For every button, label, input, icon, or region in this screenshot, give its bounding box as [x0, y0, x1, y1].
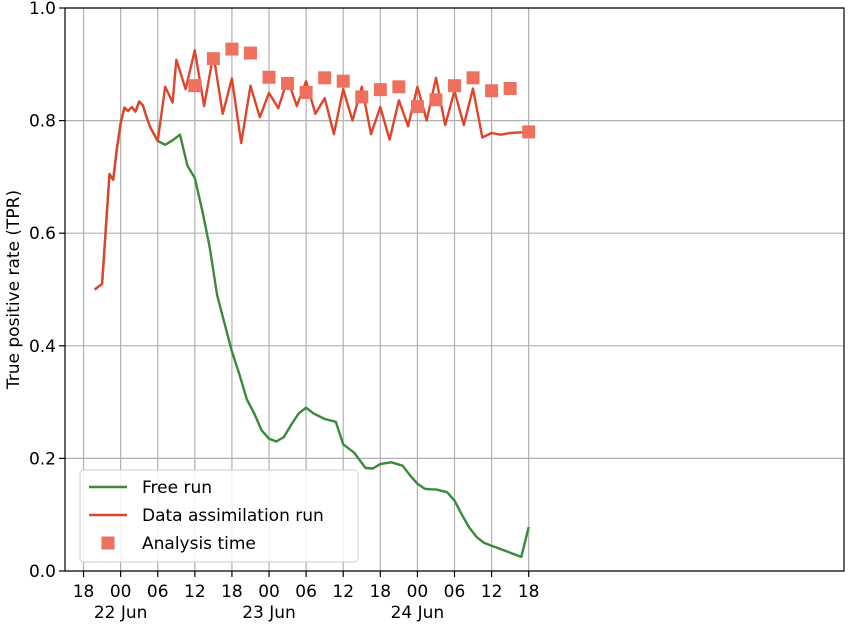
analysis-time-marker: [503, 82, 517, 96]
x-tick-label: 12: [332, 582, 354, 602]
analysis-time-marker: [392, 80, 406, 94]
analysis-time-marker: [206, 52, 220, 66]
analysis-time-marker: [299, 85, 313, 99]
x-tick-label: 06: [147, 582, 169, 602]
x-tick-label: 06: [295, 582, 317, 602]
legend-swatch-analysis-time: [101, 536, 115, 550]
y-tick-label: 1.0: [29, 0, 56, 19]
y-tick-label: 0.2: [29, 449, 56, 469]
analysis-time-marker: [336, 74, 350, 88]
analysis-time-marker: [225, 42, 239, 56]
y-axis-title: True positive rate (TPR): [4, 190, 24, 390]
x-tick-label: 12: [481, 582, 503, 602]
analysis-time-marker: [410, 100, 424, 114]
analysis-time-marker: [243, 46, 257, 60]
analysis-time-marker: [281, 76, 295, 90]
x-date-label: 23 Jun: [242, 603, 296, 623]
analysis-time-marker: [522, 125, 536, 139]
x-date-label: 24 Jun: [391, 603, 445, 623]
y-tick-label: 0.4: [29, 337, 56, 357]
analysis-time-marker: [485, 84, 499, 98]
analysis-time-marker: [318, 71, 332, 85]
x-tick-label: 18: [518, 582, 540, 602]
analysis-time-marker: [262, 70, 276, 84]
legend-box: [79, 469, 359, 563]
x-date-label: 22 Jun: [94, 603, 148, 623]
x-tick-label: 00: [110, 582, 132, 602]
x-tick-label: 00: [258, 582, 280, 602]
analysis-time-marker: [355, 90, 369, 104]
y-tick-label: 0.0: [29, 562, 56, 582]
x-tick-label: 18: [73, 582, 95, 602]
analysis-time-marker: [429, 93, 443, 107]
y-tick-label: 0.8: [29, 112, 56, 132]
data-assimilation-run-line: [93, 49, 529, 291]
legend: Free run Data assimilation run Analysis ti…: [79, 469, 359, 563]
analysis-time-marker: [188, 79, 202, 93]
legend-label-free-run: Free run: [142, 478, 212, 498]
y-axis: 0.0 0.2 0.4 0.6 0.8 1.0: [29, 0, 65, 582]
y-tick-label: 0.6: [29, 224, 56, 244]
series-layer: [93, 42, 536, 559]
analysis-time-marker: [373, 83, 387, 97]
x-tick-label: 18: [369, 582, 391, 602]
x-tick-label: 06: [444, 582, 466, 602]
x-tick-label: 18: [221, 582, 243, 602]
legend-label-analysis-time: Analysis time: [142, 534, 256, 554]
legend-label-data-assimilation-run: Data assimilation run: [142, 506, 324, 526]
x-tick-label: 00: [407, 582, 429, 602]
x-tick-label: 12: [184, 582, 206, 602]
analysis-time-marker: [448, 79, 461, 93]
analysis-time-marker: [466, 71, 480, 85]
